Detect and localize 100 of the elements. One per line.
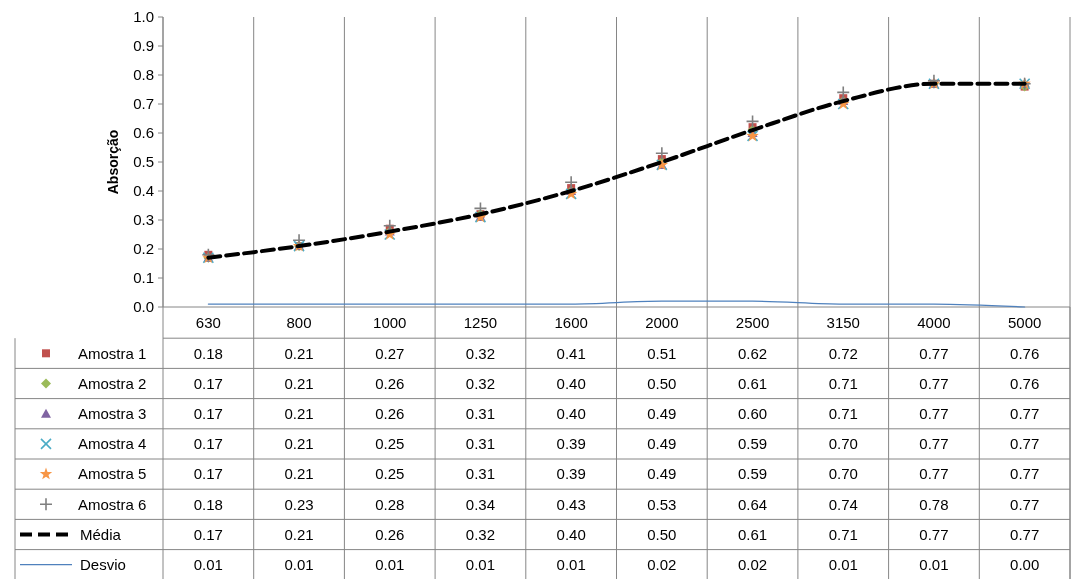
data-label: 0.78 [919, 495, 949, 513]
data-label: 0.25 [375, 465, 405, 483]
legend-label: Amostra 5 [78, 465, 147, 483]
data-label: 0.01 [193, 555, 223, 573]
data-label: 0.17 [193, 404, 223, 422]
data-label: 0.76 [1010, 374, 1040, 392]
x-tick-label: 2500 [735, 314, 770, 332]
data-label: 0.18 [193, 495, 223, 513]
data-label: 0.60 [737, 404, 768, 422]
legend-label: Amostra 1 [78, 344, 147, 362]
y-tick-label: 0.3 [133, 211, 154, 229]
data-label: 0.50 [647, 374, 677, 392]
data-label: 0.40 [556, 374, 586, 392]
data-label: 0.21 [284, 525, 314, 543]
data-label: 0.02 [737, 555, 768, 573]
y-tick-label: 0.6 [133, 124, 154, 142]
data-label: 0.17 [193, 435, 223, 453]
data-label: 0.49 [647, 435, 677, 453]
data-label: 0.71 [828, 404, 858, 422]
data-label: 0.53 [647, 495, 677, 513]
data-label: 0.17 [193, 374, 223, 392]
data-label: 0.31 [465, 404, 496, 422]
y-tick-label: 0.8 [133, 66, 154, 84]
data-label: 0.21 [284, 404, 314, 422]
data-label: 0.77 [919, 374, 949, 392]
x-tick-label: 4000 [917, 314, 951, 332]
data-label: 0.01 [828, 555, 858, 573]
data-label: 0.77 [919, 435, 949, 453]
x-tick-label: 800 [286, 314, 312, 332]
legend-label: Desvio [80, 555, 126, 573]
data-label: 0.49 [647, 404, 677, 422]
data-label: 0.74 [828, 495, 858, 513]
x-tick-label: 1600 [554, 314, 588, 332]
data-label: 0.64 [737, 495, 768, 513]
y-tick-label: 0.7 [133, 95, 154, 113]
legend-label: Amostra 6 [78, 495, 147, 513]
data-label: 0.77 [919, 404, 949, 422]
y-tick-label: 0.5 [133, 153, 154, 171]
data-label: 0.43 [556, 495, 586, 513]
data-label: 0.49 [647, 465, 677, 483]
data-label: 0.59 [737, 465, 768, 483]
data-label: 0.71 [828, 525, 858, 543]
data-label: 0.77 [1010, 435, 1040, 453]
x-tick-label: 2000 [645, 314, 679, 332]
data-label: 0.21 [284, 435, 314, 453]
data-label: 0.02 [647, 555, 677, 573]
data-label: 0.70 [828, 465, 858, 483]
data-label: 0.01 [919, 555, 949, 573]
data-label: 0.00 [1010, 555, 1040, 573]
x-tick-label: 5000 [1007, 314, 1042, 332]
data-label: 0.76 [1010, 344, 1040, 362]
x-tick-label: 3150 [826, 314, 860, 332]
data-label: 0.32 [465, 374, 496, 392]
data-label: 0.01 [556, 555, 586, 573]
data-label: 0.26 [375, 525, 405, 543]
legend-label: Média [80, 525, 122, 543]
data-label: 0.59 [737, 435, 768, 453]
data-label: 0.21 [284, 465, 314, 483]
legend-label: Amostra 3 [78, 404, 147, 422]
y-tick-label: 0.1 [133, 269, 154, 287]
y-tick-label: 1.0 [133, 8, 154, 26]
x-tick-label: 630 [195, 314, 221, 332]
data-label: 0.26 [375, 374, 405, 392]
data-label: 0.71 [828, 374, 858, 392]
data-label: 0.17 [193, 465, 223, 483]
data-label: 0.32 [465, 344, 496, 362]
x-tick-label: 1250 [463, 314, 498, 332]
data-label: 0.31 [465, 465, 496, 483]
data-label: 0.23 [284, 495, 314, 513]
data-label: 0.17 [193, 525, 223, 543]
data-label: 0.39 [556, 465, 586, 483]
data-label: 0.21 [284, 344, 314, 362]
data-label: 0.77 [919, 465, 949, 483]
data-label: 0.77 [1010, 525, 1040, 543]
data-label: 0.39 [556, 435, 586, 453]
data-label: 0.27 [375, 344, 405, 362]
y-tick-label: 0.9 [133, 37, 154, 55]
data-label: 0.51 [647, 344, 677, 362]
data-label: 0.34 [465, 495, 496, 513]
data-label: 0.18 [193, 344, 223, 362]
data-label: 0.61 [737, 525, 768, 543]
y-tick-label: 0.4 [133, 182, 154, 200]
data-label: 0.01 [284, 555, 314, 573]
data-label: 0.21 [284, 374, 314, 392]
data-label: 0.01 [465, 555, 496, 573]
data-label: 0.25 [375, 435, 405, 453]
data-label: 0.77 [1010, 465, 1040, 483]
data-label: 0.77 [1010, 495, 1040, 513]
data-label: 0.41 [556, 344, 586, 362]
y-axis-title: Absorção [105, 129, 121, 195]
data-label: 0.26 [375, 404, 405, 422]
data-label: 0.31 [465, 435, 496, 453]
data-label: 0.77 [919, 525, 949, 543]
y-tick-label: 0.2 [133, 240, 154, 258]
data-label: 0.70 [828, 435, 858, 453]
data-label: 0.32 [465, 525, 496, 543]
data-label: 0.62 [737, 344, 768, 362]
data-label: 0.01 [375, 555, 405, 573]
legend-label: Amostra 4 [78, 435, 147, 453]
data-label: 0.50 [647, 525, 677, 543]
